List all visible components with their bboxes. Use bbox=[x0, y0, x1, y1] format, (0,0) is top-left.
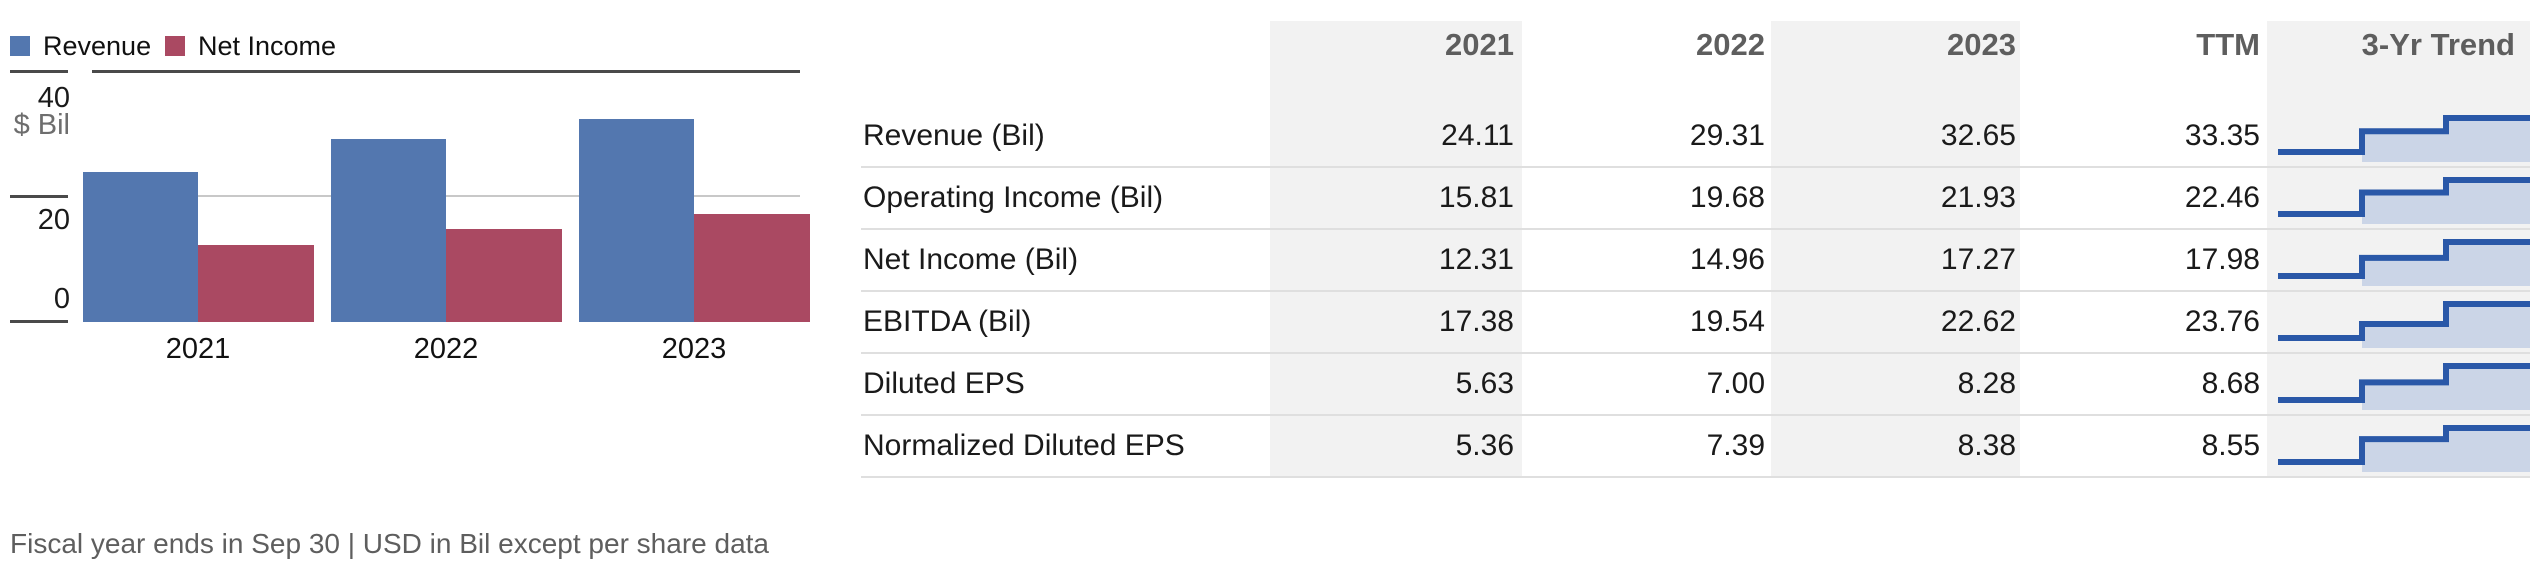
value-cell: 21.93 bbox=[1940, 181, 2016, 214]
x-axis-label-2023: 2023 bbox=[661, 332, 727, 365]
row-label: Revenue (Bil) bbox=[863, 119, 1045, 152]
trend-sparkline bbox=[2278, 425, 2530, 472]
value-cell: 19.68 bbox=[1689, 181, 1765, 214]
trend-sparkline bbox=[2278, 115, 2530, 162]
row-separator bbox=[861, 414, 2530, 416]
header-cell-3-yr-trend: 3-Yr Trend bbox=[2361, 27, 2515, 62]
trend-sparkline bbox=[2278, 239, 2530, 286]
y-axis-label-0: 0 bbox=[53, 282, 70, 315]
net-income-bar-2023 bbox=[694, 214, 810, 322]
legend-item-revenue: Revenue bbox=[10, 31, 151, 61]
footnote: Fiscal year ends in Sep 30 | USD in Bil … bbox=[10, 528, 769, 559]
value-cell: 8.28 bbox=[1957, 367, 2016, 400]
financials-table: 2021 2022 2023 TTM 3-Yr Trend Revenue (Bil) 2… bbox=[861, 21, 2530, 478]
gridline-40 bbox=[92, 70, 800, 73]
value-cell: 29.31 bbox=[1689, 119, 1765, 152]
value-cell: 5.36 bbox=[1455, 429, 1514, 462]
value-cell: 7.39 bbox=[1706, 429, 1765, 462]
value-cell: 33.35 bbox=[2184, 119, 2260, 152]
value-cell: 8.55 bbox=[2201, 429, 2260, 462]
value-cell: 19.54 bbox=[1689, 305, 1765, 338]
row-separator bbox=[861, 352, 2530, 354]
column-band-2023 bbox=[1771, 21, 2020, 477]
value-cell: 8.68 bbox=[2201, 367, 2260, 400]
header-cell-2023: 2023 bbox=[1947, 27, 2016, 62]
y-axis-tick-0 bbox=[10, 320, 68, 323]
net-income-bar-2021 bbox=[198, 245, 314, 322]
bar-chart: Revenue Net Income 40 $ Bil 20 0 2021 202… bbox=[0, 0, 830, 380]
value-cell: 7.00 bbox=[1706, 367, 1765, 400]
value-cell: 22.62 bbox=[1940, 305, 2016, 338]
value-cell: 5.63 bbox=[1455, 367, 1514, 400]
value-cell: 22.46 bbox=[2184, 181, 2260, 214]
gridline-20 bbox=[92, 195, 800, 197]
net-income-bar-2022 bbox=[446, 228, 562, 322]
row-label: Operating Income (Bil) bbox=[863, 181, 1164, 214]
value-cell: 17.27 bbox=[1940, 243, 2016, 276]
revenue-bar-2023 bbox=[578, 118, 694, 322]
row-label: Normalized Diluted EPS bbox=[863, 429, 1185, 462]
value-cell: 8.38 bbox=[1957, 429, 2016, 462]
row-label: Net Income (Bil) bbox=[863, 243, 1079, 276]
trend-sparkline bbox=[2278, 363, 2530, 410]
x-axis-label-2022: 2022 bbox=[413, 332, 479, 365]
header-cell-ttm: TTM bbox=[2196, 27, 2260, 62]
trend-sparkline bbox=[2278, 177, 2530, 224]
y-axis-label-20: 20 bbox=[37, 203, 70, 236]
trend-sparkline bbox=[2278, 301, 2530, 348]
revenue-legend-label: Revenue bbox=[43, 30, 152, 61]
y-axis-label-40: 40 bbox=[37, 81, 70, 114]
column-band-2021 bbox=[1270, 21, 1522, 477]
revenue-bar-2022 bbox=[330, 139, 446, 322]
header-cell-2021: 2021 bbox=[1445, 27, 1514, 62]
value-cell: 32.65 bbox=[1940, 119, 2016, 152]
value-cell: 17.38 bbox=[1438, 305, 1514, 338]
row-separator bbox=[861, 476, 2530, 478]
row-label: Diluted EPS bbox=[863, 367, 1025, 400]
revenue-bar-2021 bbox=[82, 171, 198, 322]
header-cell-2022: 2022 bbox=[1696, 27, 1765, 62]
row-separator bbox=[861, 166, 2530, 168]
value-cell: 15.81 bbox=[1438, 181, 1514, 214]
y-axis-tick-40 bbox=[10, 70, 68, 73]
legend-item-net-income: Net Income bbox=[165, 31, 336, 61]
net-income-legend-swatch bbox=[165, 36, 185, 56]
y-axis-tick-20 bbox=[10, 195, 68, 198]
net-income-legend-label: Net Income bbox=[198, 30, 337, 61]
value-cell: 12.31 bbox=[1438, 243, 1514, 276]
value-cell: 24.11 bbox=[1441, 119, 1514, 152]
value-cell: 14.96 bbox=[1689, 243, 1765, 276]
y-axis-unit-label: $ Bil bbox=[13, 108, 70, 141]
value-cell: 17.98 bbox=[2184, 243, 2260, 276]
row-separator bbox=[861, 290, 2530, 292]
row-separator bbox=[861, 228, 2530, 230]
value-cell: 23.76 bbox=[2184, 305, 2260, 338]
revenue-legend-swatch bbox=[10, 36, 30, 56]
row-label: EBITDA (Bil) bbox=[863, 305, 1032, 338]
x-axis-label-2021: 2021 bbox=[165, 332, 231, 365]
